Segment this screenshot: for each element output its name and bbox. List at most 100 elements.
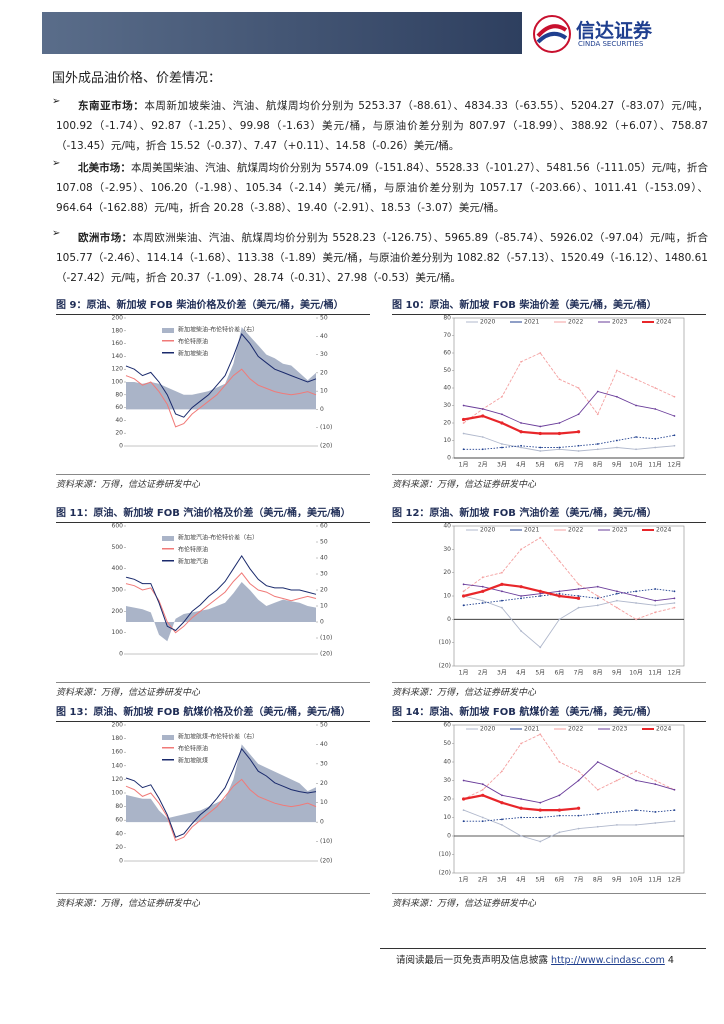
point bbox=[616, 592, 618, 595]
y-tick-label: 70 bbox=[443, 332, 451, 339]
point bbox=[501, 599, 503, 602]
point bbox=[481, 585, 484, 588]
point bbox=[616, 811, 618, 813]
y-tick-label: 0 bbox=[119, 651, 123, 658]
point bbox=[654, 599, 657, 602]
point bbox=[635, 618, 637, 621]
point bbox=[635, 404, 637, 407]
point bbox=[616, 606, 618, 609]
point bbox=[654, 387, 657, 389]
y-tick-label: 180 bbox=[112, 327, 124, 334]
x-tick-label: 4月 bbox=[516, 670, 526, 677]
y-tick-label: (10) bbox=[439, 639, 451, 646]
point bbox=[520, 360, 522, 363]
point bbox=[673, 590, 676, 593]
x-tick-label: 11月 bbox=[648, 877, 662, 884]
legend-label: 2023 bbox=[612, 527, 627, 534]
point bbox=[501, 443, 503, 445]
y-tick-label: 20 bbox=[443, 420, 451, 427]
point bbox=[558, 761, 561, 763]
point bbox=[539, 840, 542, 843]
point bbox=[673, 415, 676, 417]
legend-label: 2024 bbox=[656, 726, 671, 733]
figure-caption: 图 13：原油、新加坡 FOB 航煤价格及价差（美元/桶，美元/桶） bbox=[56, 703, 370, 722]
point bbox=[635, 595, 637, 597]
header-band bbox=[42, 12, 522, 54]
legend-label: 2022 bbox=[568, 527, 583, 534]
point bbox=[635, 448, 637, 451]
y2-tick-label: 10 bbox=[320, 603, 328, 610]
point bbox=[557, 594, 562, 598]
x-tick-label: 9月 bbox=[612, 877, 622, 884]
x-tick-label: 5月 bbox=[535, 670, 545, 677]
line-series bbox=[463, 809, 675, 842]
legend-label: 2021 bbox=[524, 319, 539, 326]
point bbox=[654, 822, 657, 824]
y-tick-label: 140 bbox=[112, 762, 124, 769]
y2-tick-label: 40 bbox=[320, 333, 328, 340]
point bbox=[616, 395, 618, 398]
y-tick-label: 20 bbox=[115, 430, 123, 437]
y-tick-label: (20) bbox=[439, 870, 451, 877]
legend-label: 新加坡汽油-布伦特价差（右） bbox=[178, 534, 258, 542]
plot-frame bbox=[453, 317, 685, 459]
point bbox=[557, 431, 562, 436]
point bbox=[654, 437, 657, 440]
point bbox=[558, 560, 561, 562]
point bbox=[481, 793, 485, 797]
figure-source: 资料来源：万得，信达证券研发中心 bbox=[56, 474, 370, 490]
point bbox=[519, 585, 523, 589]
point bbox=[501, 606, 503, 609]
point bbox=[558, 618, 561, 621]
y-tick-label: (10) bbox=[439, 851, 451, 858]
point bbox=[576, 430, 581, 434]
point bbox=[500, 801, 504, 805]
line-series bbox=[463, 809, 675, 822]
bullet-label: 欧洲市场： bbox=[78, 232, 133, 244]
point bbox=[577, 595, 580, 597]
plot-frame bbox=[453, 525, 685, 667]
point bbox=[654, 611, 657, 614]
y-tick-label: 40 bbox=[443, 523, 451, 530]
line-series bbox=[463, 761, 675, 804]
line-series bbox=[463, 583, 675, 602]
y-tick-label: 20 bbox=[115, 844, 123, 851]
point bbox=[462, 779, 465, 782]
point bbox=[654, 779, 657, 782]
legend-label: 新加坡汽油 bbox=[178, 558, 208, 566]
point bbox=[520, 816, 522, 819]
point bbox=[596, 443, 599, 445]
x-tick-label: 7月 bbox=[574, 462, 584, 469]
point bbox=[654, 588, 657, 590]
point bbox=[596, 448, 599, 451]
point bbox=[673, 597, 676, 600]
legend-label: 新加坡航煤-布伦特价差（右） bbox=[178, 733, 258, 741]
point bbox=[635, 770, 637, 773]
footer-url[interactable]: http://www.cindasc.com bbox=[551, 955, 665, 966]
point bbox=[596, 597, 599, 600]
page-number: 4 bbox=[667, 955, 674, 966]
bullet-arrow: ➢ bbox=[52, 96, 61, 107]
point bbox=[462, 820, 465, 823]
legend-label: 2023 bbox=[612, 726, 627, 733]
point bbox=[462, 604, 465, 607]
legend-label: 2020 bbox=[480, 726, 495, 733]
point bbox=[501, 413, 503, 416]
legend-label: 2024 bbox=[656, 319, 671, 326]
line-series bbox=[125, 333, 317, 418]
point bbox=[654, 783, 657, 786]
chart: 0 100 200 300 400 500 600 (20) (10) 0 10 20 30 40 50 60… bbox=[112, 523, 333, 658]
point bbox=[520, 835, 522, 837]
y2-tick-label: (10) bbox=[320, 424, 332, 431]
y2-tick-label: 50 bbox=[320, 315, 328, 322]
y2-tick-label: 30 bbox=[320, 760, 328, 767]
y-tick-label: 100 bbox=[112, 790, 124, 797]
chart: 0 20 40 60 80 100 120 140 160 180 200 (20) (10) 0 10 20… bbox=[112, 315, 333, 450]
point bbox=[462, 404, 465, 407]
y-tick-label: 0 bbox=[447, 616, 451, 623]
point bbox=[635, 779, 637, 782]
point bbox=[558, 831, 561, 834]
logo-en: CINDA SECURITIES bbox=[578, 40, 644, 48]
bullet-arrow: ➢ bbox=[52, 158, 61, 169]
legend-label: 2022 bbox=[568, 726, 583, 733]
